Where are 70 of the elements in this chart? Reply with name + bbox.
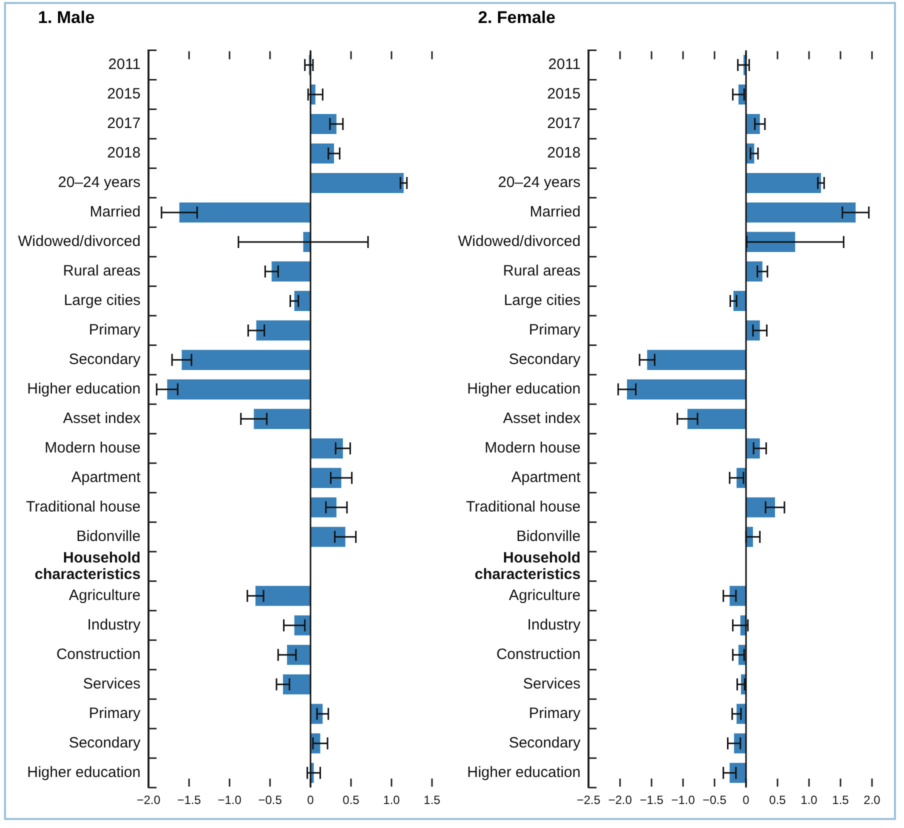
y-tick-label: Construction [496,646,581,664]
x-tick-label: 0 [742,793,750,808]
y-tick-label: Agriculture [508,587,581,604]
x-tick-label: −2.5 [576,793,601,808]
x-tick-label: −0.5 [702,793,727,808]
y-tick-label: 2011 [548,56,581,74]
x-tick-label: −1.5 [640,793,664,808]
y-tick-label: 20–24 years [498,174,581,192]
y-tick-label: Widowed/divorced [18,233,141,250]
x-tick-label: 1.5 [424,793,441,808]
y-tick-label: Secondary [508,734,582,752]
x-tick-label: −0.5 [258,793,282,808]
y-tick-label: Bidonville [516,528,581,546]
y-tick-label: 2018 [107,144,141,162]
x-tick-label: 1.0 [800,793,818,808]
y-tick-label: Traditional house [466,498,581,516]
x-tick-label: 0 [307,793,314,808]
x-tick-label: 1.0 [383,793,400,808]
y-tick-label: Rural areas [63,262,141,280]
y-tick-label: Higher education [467,764,581,781]
y-tick-label: 2017 [107,115,141,132]
y-tick-label: Secondary [508,351,582,368]
chart-title: 2. Female [477,8,556,29]
x-tick-label: −1.0 [218,793,242,808]
y-tick-label: Household characteristics [474,549,581,583]
y-tick-label: Industry [527,616,582,634]
y-tick-label: Higher education [27,764,141,781]
y-tick-label: Modern house [44,440,141,457]
y-tick-label: Agriculture [68,587,141,604]
y-tick-label: Modern house [484,440,581,457]
y-tick-label: Married [90,204,141,221]
y-tick-label: Apartment [71,469,142,486]
y-tick-label: Primary [88,705,142,722]
x-tick-label: 1.5 [832,793,850,808]
y-tick-label: Services [83,676,141,693]
y-tick-label: Apartment [511,469,582,486]
chart-title: 1. Male [37,8,96,29]
y-tick-label: Asset index [503,410,582,428]
y-tick-label: Bidonville [76,528,141,546]
y-tick-label: Married [530,204,581,221]
y-tick-label: Services [523,676,581,693]
y-tick-label: Primary [528,322,582,339]
y-tick-label: 2015 [547,86,581,103]
x-tick-label: −1.0 [671,793,696,808]
y-tick-label: Higher education [27,380,141,398]
x-tick-label: −2.0 [608,793,632,808]
x-tick-label: −2.0 [136,793,161,808]
x-tick-label: 0.5 [769,793,786,808]
x-tick-label: −1.5 [177,793,202,808]
y-tick-label: Industry [87,616,142,634]
y-tick-label: Secondary [68,351,142,368]
y-tick-label: 2017 [547,115,581,132]
y-tick-label: Construction [56,646,141,664]
y-tick-label: Household characteristics [34,549,141,583]
x-tick-label: 2.0 [864,793,881,808]
y-tick-label: Asset index [63,410,142,428]
x-tick-label: 0.5 [342,793,360,808]
y-tick-label: Widowed/divorced [458,233,581,250]
y-tick-label: 2018 [547,144,581,162]
y-tick-label: Large cities [504,292,581,310]
y-tick-label: 2015 [107,86,141,103]
y-tick-label: Primary [528,705,582,722]
y-tick-label: Large cities [64,292,141,310]
y-tick-label: Traditional house [26,498,141,516]
y-tick-label: Primary [88,322,142,339]
y-tick-label: 2011 [108,56,141,74]
y-tick-label: Higher education [467,380,581,398]
y-tick-label: Rural areas [503,262,581,280]
y-tick-label: 20–24 years [58,174,141,192]
y-tick-label: Secondary [68,734,142,752]
